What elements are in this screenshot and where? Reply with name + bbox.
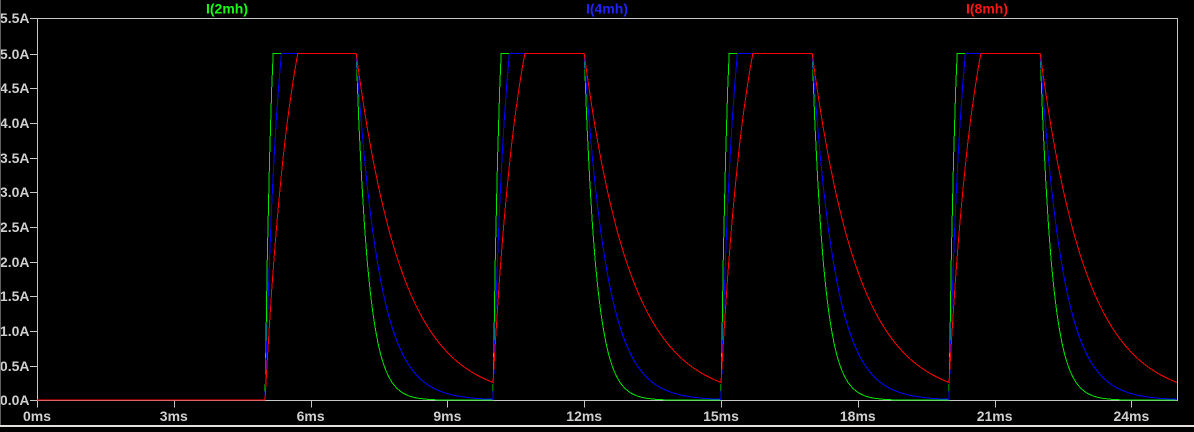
- svg-text:I(4mh): I(4mh): [586, 1, 628, 17]
- svg-text:I(2mh): I(2mh): [206, 1, 248, 17]
- svg-text:3.5A: 3.5A: [0, 150, 30, 166]
- svg-text:18ms: 18ms: [840, 408, 876, 424]
- svg-text:I(8mh): I(8mh): [966, 1, 1008, 17]
- svg-text:24ms: 24ms: [1113, 408, 1149, 424]
- svg-text:4.5A: 4.5A: [0, 80, 30, 96]
- svg-text:0.0A: 0.0A: [0, 392, 30, 408]
- svg-text:2.5A: 2.5A: [0, 219, 30, 235]
- svg-text:9ms: 9ms: [433, 408, 461, 424]
- svg-text:21ms: 21ms: [977, 408, 1013, 424]
- svg-text:0ms: 0ms: [23, 408, 51, 424]
- svg-text:0.5A: 0.5A: [0, 358, 30, 374]
- svg-text:3ms: 3ms: [160, 408, 188, 424]
- svg-text:3.0A: 3.0A: [0, 184, 30, 200]
- svg-text:6ms: 6ms: [297, 408, 325, 424]
- svg-text:2.0A: 2.0A: [0, 254, 30, 270]
- svg-text:15ms: 15ms: [703, 408, 739, 424]
- svg-text:1.5A: 1.5A: [0, 288, 30, 304]
- svg-text:5.0A: 5.0A: [0, 46, 30, 62]
- svg-text:1.0A: 1.0A: [0, 323, 30, 339]
- svg-text:12ms: 12ms: [566, 408, 602, 424]
- svg-text:4.0A: 4.0A: [0, 115, 30, 131]
- svg-text:5.5A: 5.5A: [0, 10, 30, 26]
